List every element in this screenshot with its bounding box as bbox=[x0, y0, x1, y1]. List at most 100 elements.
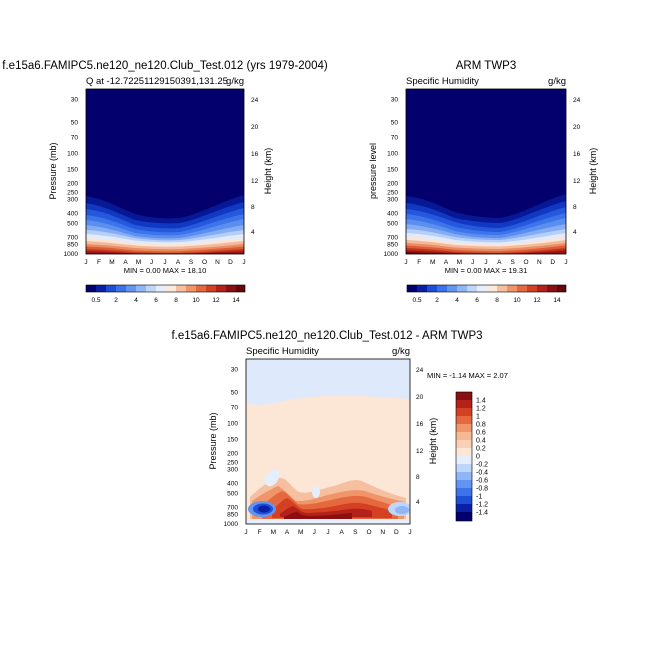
panel-b-xtick-11: N bbox=[537, 259, 542, 266]
panel-a-contour-field bbox=[86, 89, 244, 254]
panel-c-ytick-70: 70 bbox=[231, 405, 239, 412]
panel-c-units: g/kg bbox=[392, 346, 410, 357]
panel-b-ytick-50: 50 bbox=[391, 120, 399, 127]
panel-b-xtick-3: M bbox=[430, 259, 435, 266]
panel-b-ytick-100: 100 bbox=[387, 151, 398, 158]
panel-a-xtick-7: J bbox=[163, 259, 166, 266]
panel-b-rtick-16: 16 bbox=[573, 151, 581, 158]
panel-a-xtick-11: N bbox=[215, 259, 220, 266]
panel-b-min-max: MIN = 0.00 MAX = 19.31 bbox=[445, 266, 528, 275]
panel-c-xtick-5: M bbox=[298, 529, 303, 536]
panel-a-xtick-6: J bbox=[150, 259, 153, 266]
panel-c-ylabel: Pressure (mb) bbox=[208, 412, 218, 469]
panel-b-ytick-700: 700 bbox=[387, 235, 398, 242]
panel-c-ylabel-right: Height (km) bbox=[428, 418, 438, 465]
panel-b-ytick-300: 300 bbox=[387, 197, 398, 204]
panel-c-cbar-label-13: -1 bbox=[476, 494, 482, 501]
panel-model-climatology: f.e15a6.FAMIPC5.ne120_ne120.Club_Test.01… bbox=[2, 60, 328, 304]
panel-b-xtick-2: F bbox=[417, 259, 421, 266]
panel-c-xtick-11: N bbox=[380, 529, 385, 536]
panel-a-xtick-1: J bbox=[84, 259, 87, 266]
panel-b-xtick-5: M bbox=[457, 259, 462, 266]
panel-a-xtick-2: F bbox=[97, 259, 101, 266]
panel-c-rtick-16: 16 bbox=[416, 421, 424, 428]
panel-a-cbar-label-8: 14 bbox=[232, 297, 240, 304]
panel-b-cbar-label-7: 12 bbox=[533, 297, 541, 304]
panel-a-ylabel: Pressure (mb) bbox=[48, 142, 58, 199]
panel-c-ytick-500: 500 bbox=[227, 491, 238, 498]
panel-b-xtick-13: J bbox=[564, 259, 567, 266]
panel-a-colorbar bbox=[85, 284, 246, 293]
panel-b-rtick-20: 20 bbox=[573, 124, 581, 131]
panel-c-ytick-850: 850 bbox=[227, 512, 238, 519]
panel-c-xtick-7: J bbox=[326, 529, 329, 536]
panel-c-cbar-label-15: -1.4 bbox=[476, 510, 488, 517]
panel-a-cbar-label-1: 0.5 bbox=[91, 297, 100, 304]
panel-a-rtick-20: 20 bbox=[251, 124, 259, 131]
panel-c-left-string: Specific Humidity bbox=[246, 346, 319, 357]
panel-b-cbar-label-1: 0.5 bbox=[412, 297, 421, 304]
panel-c-xtick-9: S bbox=[353, 529, 358, 536]
panel-c-ytick-200: 200 bbox=[227, 451, 238, 458]
panel-a-ytick-1000: 1000 bbox=[64, 251, 79, 258]
panel-c-title: f.e15a6.FAMIPC5.ne120_ne120.Club_Test.01… bbox=[171, 330, 482, 342]
panel-c-xtick-3: M bbox=[271, 529, 276, 536]
panel-c-rtick-24: 24 bbox=[416, 367, 424, 374]
panel-a-xtick-5: M bbox=[136, 259, 141, 266]
panel-c-xtick-2: F bbox=[258, 529, 262, 536]
panel-a-xtick-3: M bbox=[109, 259, 114, 266]
panel-c-cbar-label-7: 0.2 bbox=[476, 446, 486, 453]
panel-b-left-string: Specific Humidity bbox=[406, 76, 479, 87]
panel-a-rtick-4: 4 bbox=[251, 229, 255, 236]
panel-c-rtick-8: 8 bbox=[416, 474, 420, 481]
panel-b-xtick-12: D bbox=[550, 259, 555, 266]
panel-c-ytick-30: 30 bbox=[231, 367, 239, 374]
panel-b-colorbar bbox=[406, 284, 567, 293]
panel-a-ytick-400: 400 bbox=[67, 211, 78, 218]
panel-a-min-max: MIN = 0.00 MAX = 18.10 bbox=[124, 266, 207, 275]
panel-b-contour-field bbox=[406, 89, 566, 254]
panel-c-cbar-label-14: -1.2 bbox=[476, 502, 488, 509]
panel-a-ytick-500: 500 bbox=[67, 221, 78, 228]
panel-a-rtick-8: 8 bbox=[251, 204, 255, 211]
panel-c-xtick-8: A bbox=[340, 529, 345, 536]
panel-b-cbar-label-3: 4 bbox=[455, 297, 459, 304]
panel-a-ytick-250: 250 bbox=[67, 190, 78, 197]
panel-c-xtick-4: A bbox=[285, 529, 290, 536]
panel-a-ytick-300: 300 bbox=[67, 197, 78, 204]
panel-b-cbar-label-4: 6 bbox=[475, 297, 479, 304]
panel-b-cbar-label-8: 14 bbox=[553, 297, 561, 304]
panel-c-cbar-label-12: -0.8 bbox=[476, 486, 488, 493]
panel-c-xtick-12: D bbox=[394, 529, 399, 536]
panel-b-xtick-6: J bbox=[471, 259, 474, 266]
panel-c-ytick-150: 150 bbox=[227, 437, 238, 444]
panel-b-xtick-1: J bbox=[404, 259, 407, 266]
panel-b-band-15 bbox=[406, 252, 445, 254]
panel-a-ytick-150: 150 bbox=[67, 167, 78, 174]
panel-c-neg-right-core bbox=[395, 506, 409, 514]
panel-a-rtick-12: 12 bbox=[251, 178, 259, 185]
panel-c-xtick-10: O bbox=[366, 529, 371, 536]
panel-a-ytick-70: 70 bbox=[71, 135, 79, 142]
panel-a-cbar-label-3: 4 bbox=[134, 297, 138, 304]
panel-a-xtick-10: O bbox=[202, 259, 207, 266]
panel-a-left-string: Q at -12.72251129150391,131.25 bbox=[86, 76, 228, 87]
panel-c-neg-left-core bbox=[258, 505, 270, 513]
panel-a-cbar-label-6: 10 bbox=[192, 297, 200, 304]
panel-c-ytick-300: 300 bbox=[227, 467, 238, 474]
panel-c-cbar-label-9: -0.2 bbox=[476, 462, 488, 469]
panel-b-title: ARM TWP3 bbox=[456, 60, 517, 72]
panel-b-cbar-label-2: 2 bbox=[435, 297, 439, 304]
panel-c-ytick-100: 100 bbox=[227, 421, 238, 428]
panel-b-ylabel-right: Height (km) bbox=[588, 148, 598, 195]
panel-c-ytick-1000: 1000 bbox=[224, 521, 239, 528]
panel-c-contour-field bbox=[246, 359, 410, 524]
panel-difference: f.e15a6.FAMIPC5.ne120_ne120.Club_Test.01… bbox=[171, 330, 507, 536]
panel-b-xtick-10: O bbox=[523, 259, 528, 266]
panel-c-rtick-12: 12 bbox=[416, 448, 424, 455]
panel-a-cbar-label-5: 8 bbox=[174, 297, 178, 304]
panel-a-ytick-850: 850 bbox=[67, 242, 78, 249]
panel-c-cbar-label-10: -0.4 bbox=[476, 470, 488, 477]
panel-c-frame bbox=[245, 358, 411, 525]
panel-c-rtick-20: 20 bbox=[416, 394, 424, 401]
